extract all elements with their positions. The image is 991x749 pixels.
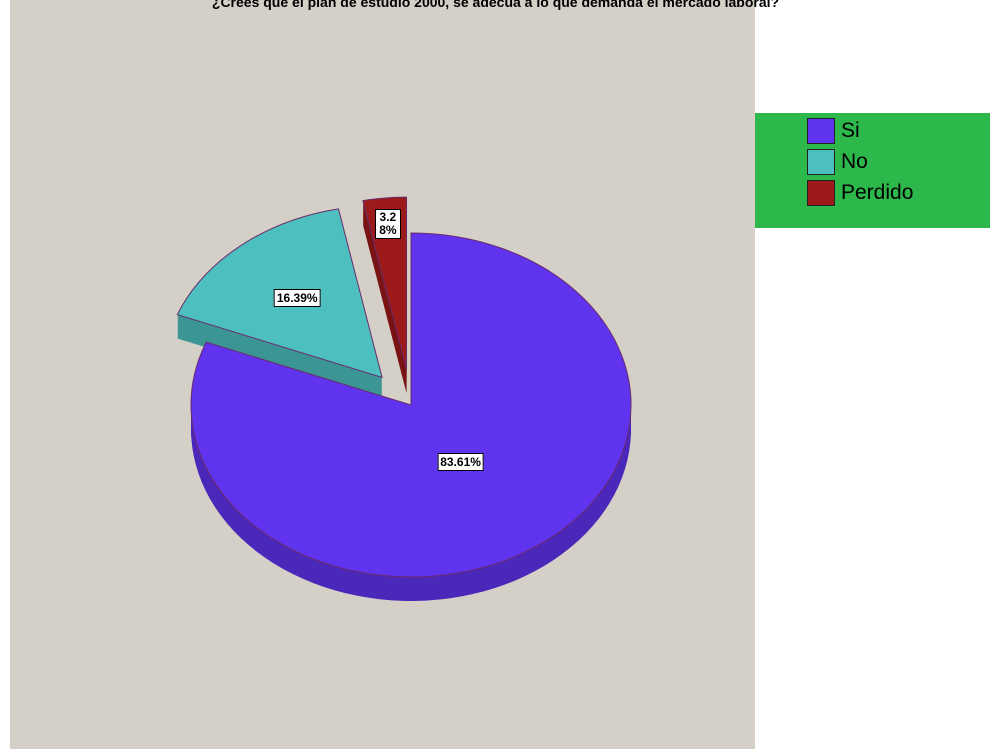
plot-area <box>10 0 755 749</box>
legend-label: No <box>841 150 868 173</box>
legend-label: Si <box>841 119 860 142</box>
legend-item: No <box>807 148 868 176</box>
legend: Si No Perdido <box>755 113 990 228</box>
value-label: 3.28% <box>374 208 401 239</box>
slice <box>190 232 632 578</box>
legend-item: Perdido <box>807 179 913 207</box>
chart-title: ¿Crees que el plan de estudio 2000, se a… <box>211 0 780 10</box>
slice <box>362 196 408 370</box>
value-label: 16.39% <box>273 289 321 308</box>
legend-swatch <box>807 149 835 175</box>
value-label: 83.61% <box>437 452 484 471</box>
legend-label: Perdido <box>841 181 914 204</box>
legend-swatch <box>807 118 835 144</box>
legend-item: Si <box>807 117 860 145</box>
legend-swatch <box>807 180 835 206</box>
